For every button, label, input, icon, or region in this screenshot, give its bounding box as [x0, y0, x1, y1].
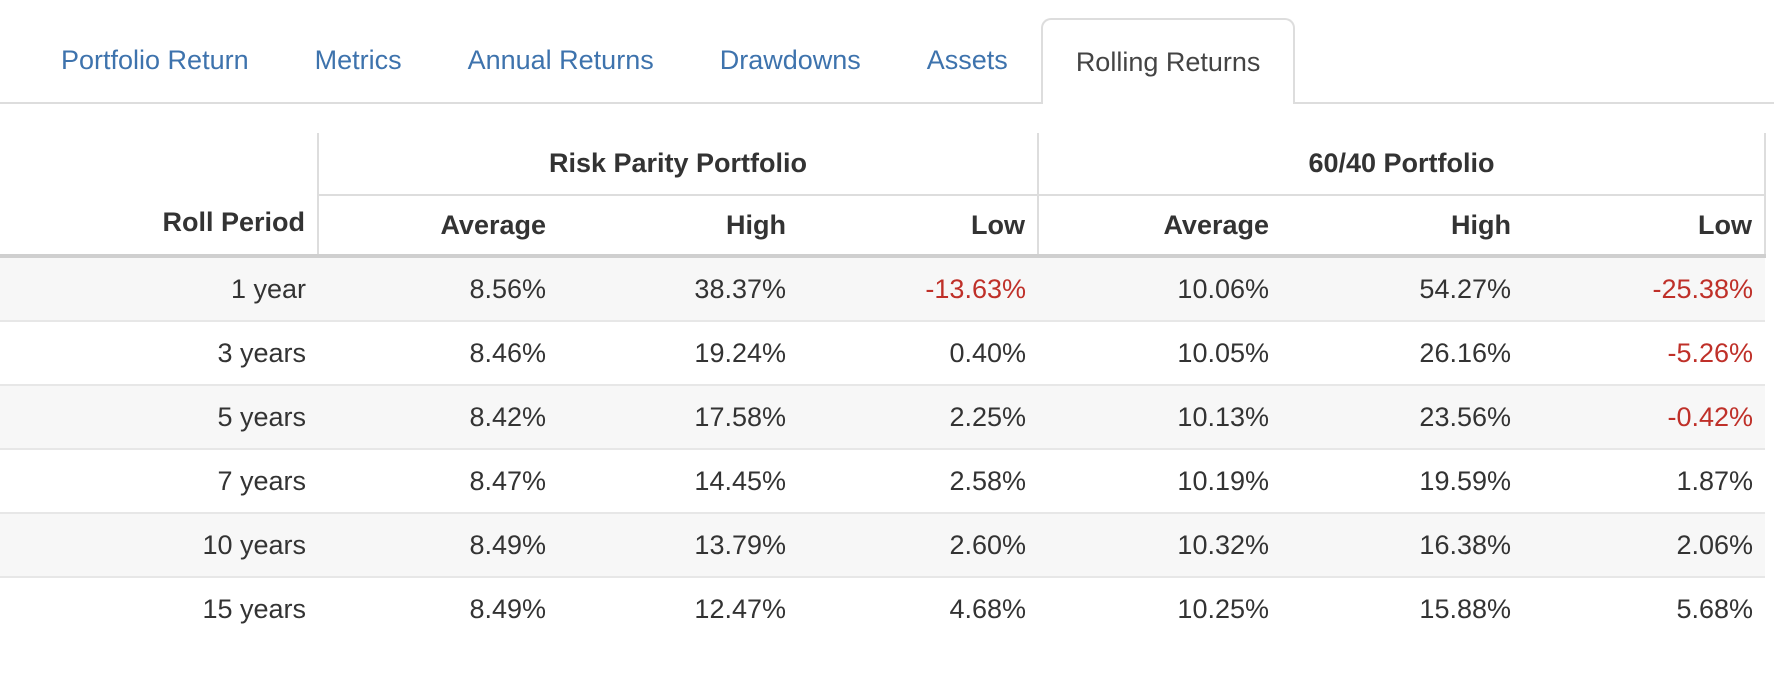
table-row-15-years: 15 years 8.49% 12.47% 4.68% 10.25% 15.88…	[0, 577, 1765, 640]
table-cell: 10.06%	[1038, 256, 1281, 322]
roll-period-header: Roll Period	[0, 133, 318, 258]
table-cell: 5.68%	[1676, 593, 1754, 624]
table-cell: 17.58%	[558, 385, 798, 450]
table-cell: 8.47%	[318, 449, 558, 514]
table-cell: 19.24%	[558, 321, 798, 386]
column-header-rp-low: Low	[798, 195, 1038, 258]
table-cell: 2.06%	[1523, 513, 1766, 578]
table-cell: 23.56%	[1281, 385, 1523, 450]
table-cell: 8.49%	[469, 593, 546, 624]
table-cell: 15.88%	[1419, 593, 1511, 624]
table-cell: 8.56%	[318, 256, 558, 322]
table-cell: -0.42%	[1523, 385, 1766, 450]
table-cell: -13.63%	[798, 256, 1038, 322]
group-header-row: Roll Period Risk Parity Portfolio 60/40 …	[0, 133, 1767, 258]
table-cell: -5.26%	[1523, 321, 1766, 386]
table-cell: 8.46%	[318, 321, 558, 386]
tab-annual-returns[interactable]: Annual Returns	[467, 44, 654, 75]
roll-period-cell: 1 year	[0, 256, 318, 322]
rolling-returns-table: Roll Period Risk Parity Portfolio 60/40 …	[0, 133, 1767, 640]
table-cell: 10.13%	[1038, 385, 1281, 450]
tab-rolling-returns[interactable]: Rolling Returns	[1040, 18, 1296, 104]
table-cell: 13.79%	[558, 513, 798, 578]
table-cell: 10.19%	[1038, 449, 1281, 514]
group-header-60-40: 60/40 Portfolio	[1036, 133, 1767, 196]
table-cell: 14.45%	[558, 449, 798, 514]
column-header-6040-low: Low	[1523, 195, 1767, 258]
sub-header-row: Average High Low Average High Low	[0, 195, 1767, 258]
table-cell: 0.40%	[798, 321, 1038, 386]
column-header-6040-average: Average	[1037, 195, 1281, 258]
table-cell: 1.87%	[1523, 449, 1766, 514]
table-cell: 19.59%	[1281, 449, 1523, 514]
roll-period-cell: 3 years	[0, 321, 318, 386]
table-cell: 38.37%	[558, 256, 798, 322]
column-header-rp-average: Average	[317, 195, 558, 258]
table-cell: 8.42%	[318, 385, 558, 450]
group-header-risk-parity: Risk Parity Portfolio	[317, 133, 1038, 196]
table-row-5-years: 5 years 8.42% 17.58% 2.25% 10.13% 23.56%…	[0, 385, 1766, 450]
table-cell: 2.25%	[798, 385, 1038, 450]
tab-assets[interactable]: Assets	[926, 44, 1008, 75]
table-row-7-years: 7 years 8.47% 14.45% 2.58% 10.19% 19.59%…	[0, 449, 1766, 514]
tab-portfolio-return[interactable]: Portfolio Return	[61, 44, 249, 75]
table-cell: 10.05%	[1038, 321, 1281, 386]
column-header-rp-high: High	[558, 195, 798, 258]
table-cell: 10.25%	[1177, 593, 1269, 624]
table-cell: 2.58%	[798, 449, 1038, 514]
table-cell: 10.32%	[1038, 513, 1281, 578]
tab-metrics[interactable]: Metrics	[314, 44, 402, 75]
roll-period-cell: 15 years	[202, 593, 306, 624]
portfolio-tabbar: Portfolio Return Metrics Annual Returns …	[0, 18, 1774, 104]
table-row-1-year: 1 year 8.56% 38.37% -13.63% 10.06% 54.27…	[0, 256, 1766, 322]
table-cell: 2.60%	[798, 513, 1038, 578]
table-cell: -25.38%	[1523, 256, 1766, 322]
table-row-10-years: 10 years 8.49% 13.79% 2.60% 10.32% 16.38…	[0, 513, 1766, 578]
table-cell: 54.27%	[1281, 256, 1523, 322]
roll-period-cell: 7 years	[0, 449, 318, 514]
table-row-3-years: 3 years 8.46% 19.24% 0.40% 10.05% 26.16%…	[0, 321, 1766, 386]
roll-period-cell: 5 years	[0, 385, 318, 450]
table-cell: 26.16%	[1281, 321, 1523, 386]
column-header-6040-high: High	[1281, 195, 1523, 258]
table-cell: 16.38%	[1281, 513, 1523, 578]
table-cell: 4.68%	[949, 593, 1026, 624]
table-cell: 12.47%	[694, 593, 786, 624]
table-cell: 8.49%	[318, 513, 558, 578]
tab-drawdowns[interactable]: Drawdowns	[719, 44, 861, 75]
roll-period-cell: 10 years	[0, 513, 318, 578]
